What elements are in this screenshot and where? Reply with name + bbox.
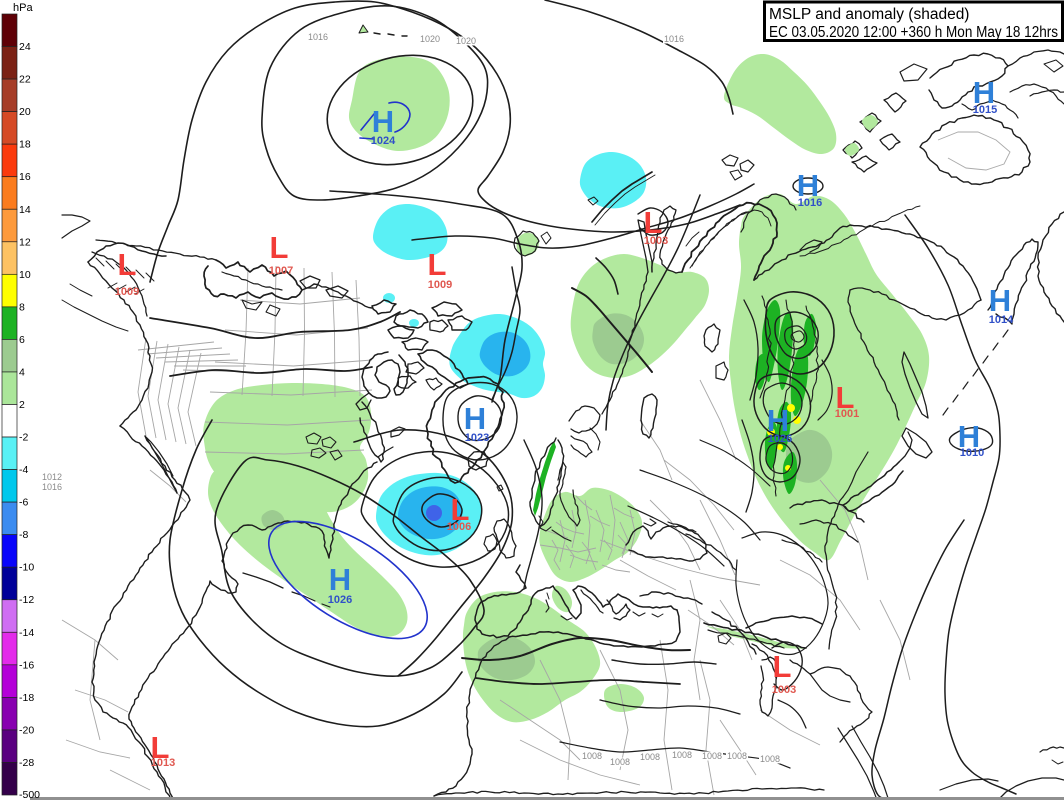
svg-text:H: H bbox=[973, 75, 995, 110]
svg-text:-10: -10 bbox=[19, 562, 34, 574]
svg-text:16: 16 bbox=[19, 171, 31, 183]
svg-text:-12: -12 bbox=[19, 594, 34, 606]
svg-text:14: 14 bbox=[19, 204, 31, 216]
svg-text:H: H bbox=[958, 419, 980, 454]
svg-text:1015: 1015 bbox=[973, 104, 997, 116]
svg-text:1016: 1016 bbox=[308, 32, 328, 42]
svg-text:-14: -14 bbox=[19, 627, 34, 639]
svg-text:-28: -28 bbox=[19, 757, 34, 769]
svg-text:EC 03.05.2020 12:00 +360 h Mo: EC 03.05.2020 12:00 +360 h Mon May 18 12… bbox=[769, 24, 1058, 41]
svg-text:20: 20 bbox=[19, 106, 31, 118]
svg-text:1026: 1026 bbox=[328, 594, 352, 606]
svg-text:1001: 1001 bbox=[835, 408, 859, 420]
svg-text:1010: 1010 bbox=[960, 447, 984, 459]
svg-text:1008: 1008 bbox=[640, 752, 660, 762]
svg-text:1009: 1009 bbox=[428, 279, 452, 291]
svg-text:-8: -8 bbox=[19, 529, 28, 541]
svg-text:12: 12 bbox=[19, 236, 31, 248]
svg-text:1003: 1003 bbox=[772, 684, 796, 696]
svg-text:H: H bbox=[797, 168, 819, 203]
svg-text:1007: 1007 bbox=[269, 265, 293, 277]
svg-text:1013: 1013 bbox=[151, 757, 175, 769]
svg-text:1008: 1008 bbox=[702, 751, 722, 761]
svg-text:1008: 1008 bbox=[727, 751, 747, 761]
svg-text:1016: 1016 bbox=[798, 197, 822, 209]
svg-text:2: 2 bbox=[19, 399, 25, 411]
svg-text:MSLP and anomaly (shaded): MSLP and anomaly (shaded) bbox=[769, 6, 969, 23]
svg-text:H: H bbox=[464, 401, 486, 436]
svg-text:L: L bbox=[451, 492, 470, 527]
svg-text:-20: -20 bbox=[19, 724, 34, 736]
svg-text:L: L bbox=[118, 247, 137, 282]
svg-text:1008: 1008 bbox=[582, 751, 602, 761]
svg-text:L: L bbox=[836, 380, 855, 415]
svg-text:L: L bbox=[773, 649, 792, 684]
svg-text:1023: 1023 bbox=[465, 432, 489, 444]
svg-text:-18: -18 bbox=[19, 692, 34, 704]
svg-text:1008: 1008 bbox=[610, 757, 630, 767]
svg-text:L: L bbox=[428, 247, 447, 282]
svg-text:4: 4 bbox=[19, 367, 25, 379]
svg-text:-16: -16 bbox=[19, 659, 34, 671]
svg-text:22: 22 bbox=[19, 74, 31, 86]
svg-text:-4: -4 bbox=[19, 464, 28, 476]
svg-text:24: 24 bbox=[19, 41, 31, 53]
svg-text:1012: 1012 bbox=[42, 472, 62, 482]
svg-text:-500: -500 bbox=[19, 789, 40, 800]
svg-text:-6: -6 bbox=[19, 497, 28, 509]
svg-text:1026: 1026 bbox=[768, 433, 792, 445]
svg-text:1008: 1008 bbox=[760, 754, 780, 764]
svg-text:H: H bbox=[989, 283, 1011, 318]
svg-text:1016: 1016 bbox=[664, 34, 684, 44]
svg-text:1014: 1014 bbox=[989, 314, 1014, 326]
svg-text:L: L bbox=[151, 730, 170, 765]
svg-text:H: H bbox=[329, 562, 351, 597]
svg-text:6: 6 bbox=[19, 334, 25, 346]
svg-text:1008: 1008 bbox=[672, 750, 692, 760]
svg-text:L: L bbox=[644, 205, 663, 240]
svg-text:1009: 1009 bbox=[115, 286, 139, 298]
svg-text:1020: 1020 bbox=[420, 34, 440, 44]
svg-text:1003: 1003 bbox=[644, 235, 668, 247]
svg-text:1024: 1024 bbox=[371, 135, 396, 147]
svg-text:-2: -2 bbox=[19, 432, 28, 444]
svg-text:H: H bbox=[767, 403, 789, 438]
svg-text:8: 8 bbox=[19, 301, 25, 313]
svg-text:1016: 1016 bbox=[42, 482, 62, 492]
svg-text:1020: 1020 bbox=[456, 36, 476, 46]
svg-text:hPa: hPa bbox=[13, 2, 33, 14]
svg-text:L: L bbox=[270, 230, 289, 265]
svg-text:1006: 1006 bbox=[447, 521, 471, 533]
svg-text:H: H bbox=[372, 104, 394, 139]
svg-text:10: 10 bbox=[19, 269, 31, 281]
svg-text:18: 18 bbox=[19, 139, 31, 151]
